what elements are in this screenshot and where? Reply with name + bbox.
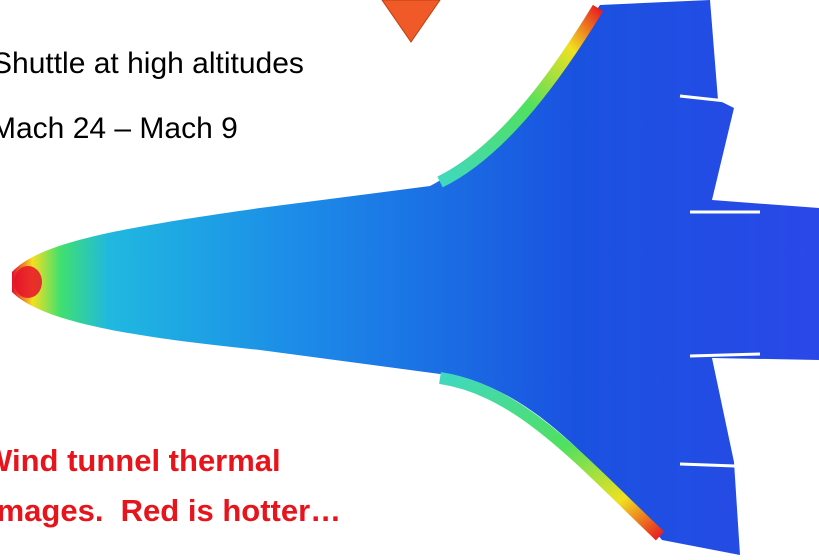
hot-edge [439,372,665,541]
hot-nose [14,266,42,298]
caption-line: images. Red is hotter… [0,493,342,528]
hot-edge [437,4,604,188]
text-line: Mach 24 – Mach 9 [0,112,238,145]
elevon-gaps [679,94,761,468]
shuttle [12,0,819,555]
caption-line: Wind tunnel thermal [0,443,281,478]
text-line: Shuttle at high altitudes [0,47,304,80]
pointer-arrow [381,0,441,43]
